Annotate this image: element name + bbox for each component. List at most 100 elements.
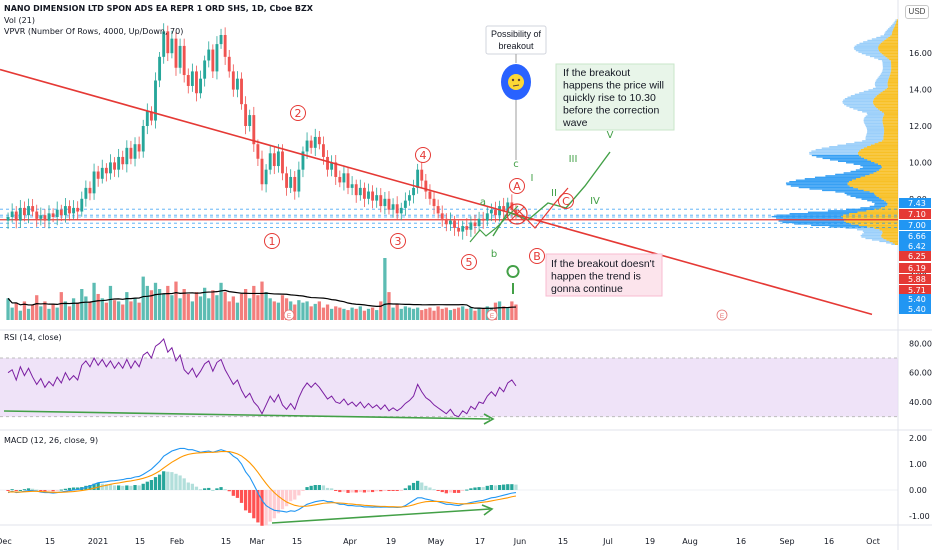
vp-row-up — [881, 71, 891, 74]
vp-row-down — [870, 160, 898, 163]
breakout-cross — [509, 206, 525, 222]
candle-body — [252, 115, 256, 145]
volume-bar — [436, 306, 440, 320]
candle-body — [96, 171, 100, 179]
vp-row-up — [794, 223, 852, 225]
rsi-divergence-line — [3, 410, 491, 420]
volume-bar — [448, 310, 453, 320]
vp-row-down — [896, 22, 898, 24]
breakout-no-text-line: happen the trend is — [551, 271, 641, 283]
macd-histogram-bar — [256, 490, 260, 523]
earnings-marker — [716, 309, 728, 321]
candle-body — [59, 209, 63, 216]
volume-bar — [252, 285, 256, 320]
macd-histogram-bar — [162, 471, 166, 490]
currency-button[interactable]: USD — [905, 5, 929, 19]
rsi-indicator-label[interactable]: RSI (14, close) — [4, 333, 62, 342]
macd-histogram-bar — [198, 489, 203, 491]
macd-histogram-bar — [301, 490, 305, 491]
macd-histogram-bar — [39, 490, 43, 491]
wave-label-2: 2 — [295, 107, 302, 120]
candle-body — [268, 153, 272, 170]
candle-body — [297, 169, 301, 192]
breakout-path — [492, 151, 611, 237]
volume-bar — [162, 293, 166, 320]
macd-histogram-bar — [317, 485, 321, 490]
vp-row-up — [865, 54, 884, 56]
candle-body — [338, 176, 342, 183]
volume-bar — [178, 298, 182, 320]
wave-label-C: C — [562, 195, 570, 208]
vp-row-up — [878, 76, 890, 78]
volume-bar — [149, 290, 154, 320]
volume-bar — [510, 301, 514, 320]
candle-body — [137, 144, 141, 152]
macd-indicator-label[interactable]: MACD (12, 26, close, 9) — [4, 436, 99, 445]
volume-bar — [223, 292, 227, 320]
breakout-yes-text-line: wave — [562, 117, 588, 129]
vp-row-down — [878, 163, 898, 165]
vp-row-down — [880, 42, 898, 45]
vp-row-up — [776, 217, 844, 219]
volume-bar — [456, 307, 461, 320]
vp-row-down — [847, 182, 898, 184]
volume-bar — [227, 301, 231, 320]
vp-row-up — [785, 182, 848, 184]
macd-histogram-bar — [502, 484, 506, 490]
vp-row-down — [879, 229, 898, 231]
candle-body — [293, 176, 297, 192]
vp-row-down — [880, 51, 898, 53]
vp-row-down — [883, 132, 898, 135]
volume-profile — [771, 19, 898, 245]
vpvr-indicator-label[interactable]: VPVR (Number Of Rows, 4000, Up/Down, 70) — [4, 27, 184, 36]
vp-row-down — [881, 207, 898, 209]
volume-bar — [444, 307, 448, 320]
volume-bar — [264, 292, 268, 320]
volume-bar — [338, 307, 342, 320]
volume-bar — [112, 300, 117, 320]
vp-row-down — [883, 137, 898, 139]
volume-bar — [416, 307, 420, 320]
volume-bar — [63, 301, 68, 320]
candle-body — [47, 213, 51, 221]
macd-histogram-bar — [117, 485, 121, 490]
macd-histogram-bar — [235, 490, 240, 498]
candle-body — [14, 211, 18, 221]
vp-row-down — [889, 74, 898, 77]
rsi-line — [7, 337, 517, 418]
volume-bar — [121, 304, 125, 320]
vp-row-down — [891, 32, 898, 34]
vp-row-up — [889, 26, 895, 29]
volume-bar — [481, 308, 485, 320]
candle-body — [63, 206, 67, 216]
vp-row-up — [895, 19, 897, 21]
wave-marker-B — [529, 248, 545, 264]
price-tick-label: 10.00 — [909, 158, 932, 167]
vp-row-up — [875, 81, 888, 84]
candle-body — [154, 80, 157, 121]
vp-row-down — [884, 131, 898, 133]
macd-histogram-bar — [489, 485, 494, 490]
candle-body — [55, 209, 59, 217]
volume-bar — [395, 304, 399, 320]
vp-row-down — [891, 68, 898, 71]
vp-row-down — [856, 178, 898, 180]
vp-row-down — [881, 233, 898, 235]
wave-label-IV: IV — [590, 196, 600, 207]
macd-histogram-bar — [461, 490, 465, 491]
candle-body — [43, 215, 47, 221]
macd-histogram-bar — [22, 489, 27, 491]
candle-body — [367, 191, 370, 199]
volume-bar — [10, 307, 14, 320]
vp-row-up — [815, 148, 861, 151]
vp-row-down — [887, 83, 898, 85]
vp-row-down — [891, 67, 898, 69]
vp-row-up — [829, 226, 868, 228]
vp-row-down — [887, 86, 898, 88]
vp-row-up — [874, 57, 888, 59]
breakout-no-box — [545, 253, 663, 297]
vp-row-down — [874, 227, 898, 229]
volume-indicator-label[interactable]: Vol (21) — [4, 16, 35, 25]
volume-bar — [432, 310, 436, 320]
